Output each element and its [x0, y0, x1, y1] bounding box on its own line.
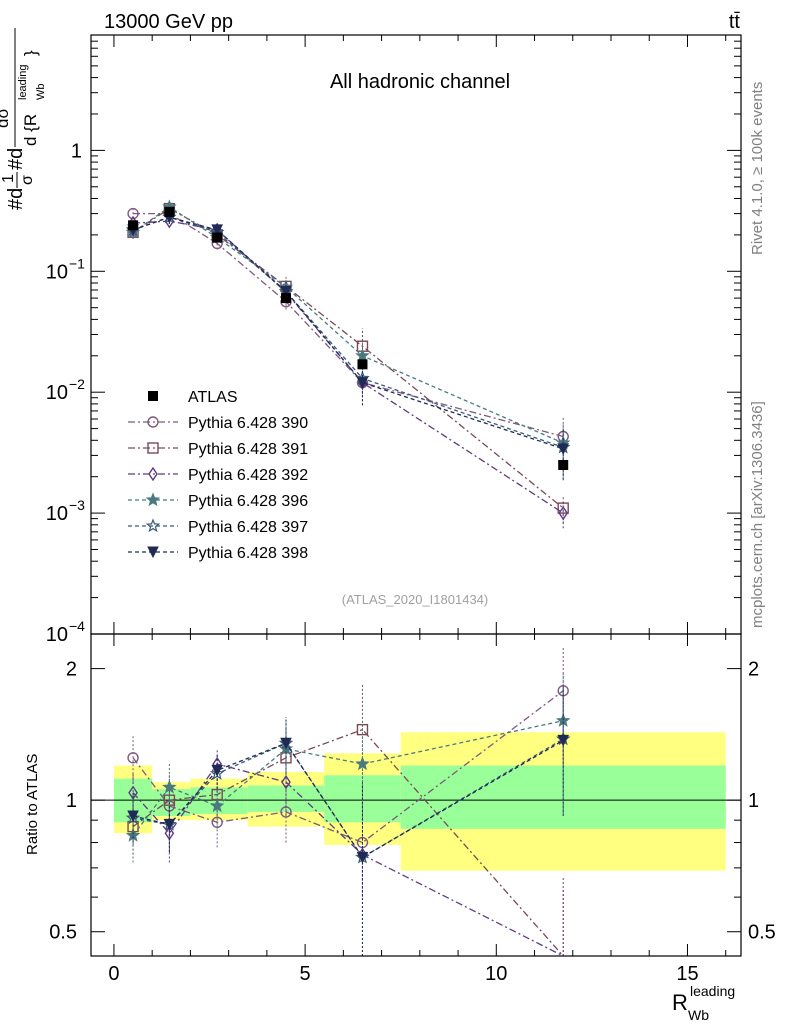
axis-ticks	[91, 34, 741, 956]
ratio-line-pythia-6-428-392	[132, 763, 564, 957]
y-tick-label: 1	[71, 140, 82, 162]
x-axis-label: R Wb leading	[672, 983, 735, 1023]
x-tick-label: 15	[676, 963, 698, 985]
ratio-tick-label-right: 1	[748, 790, 759, 812]
main-point-pythia-6-428-398	[211, 224, 223, 236]
legend-marker-pythia-6-428-397	[145, 518, 161, 533]
ratio-line-pythia-6-428-398	[132, 739, 564, 859]
process-label: tt̄	[729, 11, 741, 33]
main-line-pythia-6-428-396	[132, 206, 564, 444]
atlas-data-point	[164, 206, 175, 217]
ratio-tick-label-right: 2	[748, 659, 759, 681]
ratio-point-pythia-6-428-396	[162, 779, 177, 794]
svg-text:nd: nd	[0, 95, 1, 107]
chart-title: All hadronic channel	[330, 71, 510, 93]
ratio-tick-label-left: 0.5	[49, 922, 77, 944]
y-tick-label: 10	[46, 382, 68, 404]
legend-marker-pythia-6-428-391	[147, 442, 159, 454]
ratio-point-pythia-6-428-398	[211, 764, 223, 777]
svg-text:Wb: Wb	[35, 84, 47, 101]
svg-text:Wb: Wb	[688, 1007, 709, 1023]
legend-label-pythia-6-428-398: Pythia 6.428 398	[188, 545, 308, 562]
ratio-tick-label-left: 2	[66, 659, 77, 681]
atlas-data-point	[212, 232, 223, 243]
y-tick-label-exponent: −1	[69, 255, 85, 271]
mcplots-label: mcplots.cern.ch [arXiv:1306.3436]	[749, 401, 766, 628]
legend-marker-atlas	[148, 391, 158, 401]
main-point-pythia-6-428-390	[127, 207, 139, 220]
x-tick-label: 5	[300, 963, 311, 985]
main-point-pythia-6-428-396	[355, 348, 370, 362]
main-line-pythia-6-428-390	[133, 212, 564, 438]
main-point-pythia-6-428-398	[557, 443, 570, 455]
ratio-point-pythia-6-428-398	[163, 818, 176, 831]
legend-label-pythia-6-428-390: Pythia 6.428 390	[188, 415, 308, 432]
ratio-point-pythia-6-428-398	[356, 851, 369, 864]
y-tick-label-exponent: −2	[69, 376, 85, 392]
main-line-pythia-6-428-398	[132, 216, 564, 450]
atlas-data-layer	[128, 206, 569, 470]
x-tick-label: 0	[108, 963, 119, 985]
ratio-point-pythia-6-428-396	[209, 798, 225, 813]
rivet-label: Rivet 4.1.0, ≥ 100k events	[749, 82, 766, 255]
ratio-point-pythia-6-428-396	[355, 756, 370, 771]
analysis-label: (ATLAS_2020_I1801434)	[342, 592, 488, 607]
y-tick-label: 10	[46, 261, 68, 283]
ratio-line-pythia-6-428-391	[132, 728, 564, 957]
main-point-pythia-6-428-398	[356, 377, 369, 389]
svg-text:}: }	[21, 50, 40, 56]
ratio-line-pythia-6-428-396	[132, 720, 564, 836]
atlas-data-point	[281, 293, 291, 304]
svg-text:d {R: d {R	[21, 114, 40, 146]
svg-text:R: R	[672, 990, 688, 1015]
ratio-tick-label-left: 1	[66, 790, 77, 812]
legend-label-pythia-6-428-397: Pythia 6.428 397	[188, 519, 308, 536]
legend-label-atlas: ATLAS	[188, 389, 238, 406]
legend-marker-pythia-6-428-396	[145, 492, 161, 507]
legend-label-pythia-6-428-392: Pythia 6.428 392	[188, 467, 308, 484]
main-point-pythia-6-428-392	[558, 505, 569, 521]
x-tick-label: 10	[485, 963, 507, 985]
ratio-point-pythia-6-428-390	[127, 752, 139, 764]
energy-label: 13000 GeV pp	[104, 11, 233, 33]
atlas-data-point	[357, 359, 368, 370]
main-series-layer	[125, 199, 571, 529]
main-point-pythia-6-428-398	[280, 286, 292, 298]
atlas-data-point	[558, 459, 569, 470]
legend-marker-pythia-6-428-390	[147, 416, 159, 428]
y-tick-label-exponent: −3	[69, 497, 85, 513]
svg-text:leading: leading	[17, 65, 29, 100]
legend-label-pythia-6-428-391: Pythia 6.428 391	[188, 441, 308, 458]
svg-text:#d: #d	[5, 188, 27, 210]
y-tick-label-exponent: −4	[69, 618, 85, 634]
svg-text:σ: σ	[19, 175, 36, 185]
ratio-series-layer	[125, 647, 571, 957]
main-line-pythia-6-428-397	[132, 216, 564, 448]
ratio-point-pythia-6-428-398	[280, 737, 292, 750]
ratio-point-pythia-6-428-398	[127, 810, 139, 823]
y-tick-label: 10	[46, 503, 68, 525]
ratio-frame	[90, 633, 742, 957]
ratio-point-pythia-6-428-392	[281, 774, 291, 790]
legend: ATLAS Pythia 6.428 390 Pythia 6.428 391 Pyt…	[128, 389, 308, 562]
legend-marker-pythia-6-428-398	[147, 546, 159, 559]
y-tick-label: 10	[46, 624, 68, 646]
ratio-y-axis-label: Ratio to ATLAS	[24, 754, 41, 855]
atlas-data-point	[128, 220, 139, 231]
legend-label-pythia-6-428-396: Pythia 6.428 396	[188, 493, 308, 510]
svg-text:dσ: dσ	[0, 108, 12, 128]
ratio-point-pythia-6-428-392	[128, 785, 138, 800]
ratio-line-pythia-6-428-390	[132, 690, 564, 844]
svg-text:1: 1	[0, 174, 17, 183]
ratio-point-pythia-6-428-398	[557, 734, 570, 747]
svg-text:#d: #d	[5, 148, 27, 170]
ratio-tick-label-right: 0.5	[748, 922, 776, 944]
main-line-pythia-6-428-391	[132, 207, 564, 509]
y-axis-label: #d 1 σ #d dσ nd d {R leading Wb }	[0, 28, 47, 210]
legend-marker-pythia-6-428-392	[148, 466, 158, 482]
svg-text:leading: leading	[690, 983, 735, 999]
